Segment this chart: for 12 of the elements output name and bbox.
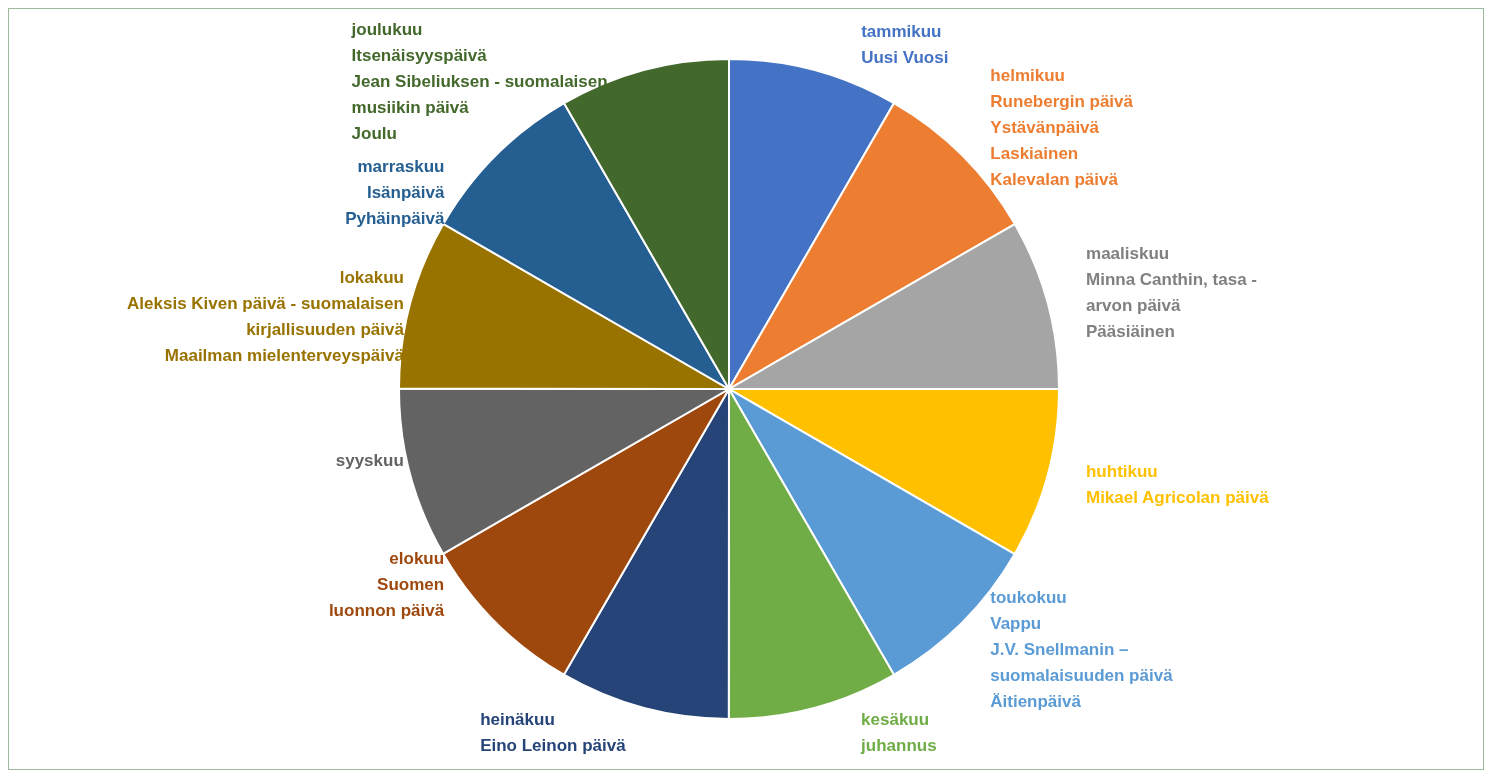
- slice-label: joulukuu Itsenäisyyspäivä Jean Sibeliuksen - suomalaisen musiikin päivä Joulu: [350, 20, 608, 143]
- slice-label: huhtikuu Mikael Agricolan päivä: [1085, 461, 1270, 507]
- slice-label: syyskuu: [335, 450, 404, 470]
- slice-label: heinäkuu Eino Leinon päivä: [480, 710, 627, 755]
- slice-label: tammikuu Uusi Vuosi: [861, 21, 949, 67]
- slice-label: kesäkuu juhannus: [860, 710, 937, 755]
- slice-label: maaliskuu Minna Canthin, tasa - arvon päivä Pääsiäinen: [1086, 244, 1257, 342]
- slice-label: toukokuu Vappu J.V. Snellmanin – suomalaisuuden päivä Äitienpäivä: [990, 588, 1174, 712]
- slice-label: helmikuu Runebergin päivä Ystävänpäivä Laskiainen Kalevalan päivä: [990, 65, 1134, 189]
- slice-label: lokakuu Aleksis Kiven päivä - suomalaisen kirjallisuuden päivä Maailman mielenterveyspäivä: [127, 268, 405, 366]
- slice-label: elokuu Suomen luonnon päivä: [328, 548, 445, 620]
- slice-label: marraskuu Isänpäivä Pyhäinpäivä: [345, 156, 445, 228]
